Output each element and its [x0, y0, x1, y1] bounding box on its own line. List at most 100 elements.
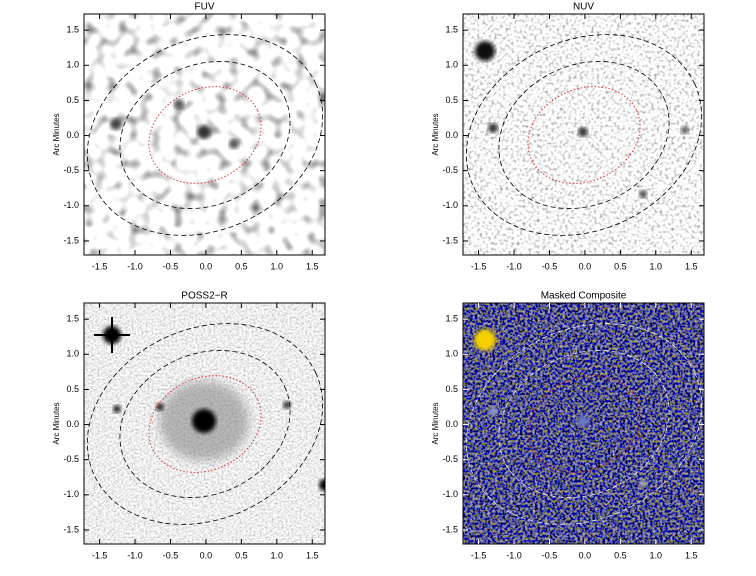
y-axis-label: Arc Minutes	[431, 402, 440, 444]
x-tick-label: 1.0	[650, 261, 663, 271]
x-tick-label: -1.5	[471, 261, 487, 271]
y-tick-label: 0.0	[66, 419, 79, 429]
inner-aperture	[498, 61, 670, 209]
y-tick-label: 0.0	[445, 130, 458, 140]
y-axis-label: Arc Minutes	[52, 113, 61, 155]
x-tick-label: 1.0	[271, 550, 284, 560]
x-tick-label: 0.5	[614, 261, 627, 271]
x-tick-label: 0.5	[235, 550, 248, 560]
panel-title: Masked Composite	[541, 291, 627, 302]
x-tick-label: 0.5	[235, 261, 248, 271]
y-tick-label: 1.5	[445, 25, 458, 35]
source	[113, 405, 121, 413]
y-tick-label: 1.0	[66, 60, 79, 70]
source	[174, 99, 184, 109]
x-tick-label: 0.5	[614, 550, 627, 560]
y-tick-label: -0.5	[442, 165, 458, 175]
source	[475, 41, 495, 61]
galaxy-aperture	[527, 86, 641, 184]
image	[463, 303, 704, 544]
x-tick-label: 1.5	[306, 261, 319, 271]
y-tick-label: 1.5	[445, 314, 458, 324]
x-tick-label: -1.0	[127, 550, 143, 560]
outer-aperture	[465, 34, 703, 236]
y-tick-label: 0.5	[66, 95, 79, 105]
x-tick-label: -0.5	[163, 550, 179, 560]
x-tick-label: 1.0	[650, 550, 663, 560]
source	[681, 126, 689, 134]
x-tick-label: 1.5	[306, 550, 319, 560]
x-tick-label: 0.0	[579, 550, 592, 560]
source	[639, 190, 647, 198]
y-tick-label: 0.0	[445, 419, 458, 429]
y-tick-label: 0.0	[66, 130, 79, 140]
x-tick-label: 1.5	[685, 550, 698, 560]
y-tick-label: 1.5	[66, 314, 79, 324]
y-tick-label: 0.5	[66, 384, 79, 394]
plot-frame	[83, 13, 326, 256]
plot-frame	[83, 302, 326, 545]
y-tick-label: -0.5	[63, 165, 79, 175]
y-tick-label: 1.0	[66, 349, 79, 359]
y-tick-label: -1.0	[442, 200, 458, 210]
panel-title: FUV	[195, 2, 215, 13]
panel: -1.5 -1.0 -0.5 0.0 0.5 1.0 1.5 -1.5 -1.0 -0.5 0.0 0…	[52, 2, 326, 271]
y-tick-label: 1.0	[445, 60, 458, 70]
source	[488, 406, 498, 416]
image	[463, 14, 704, 255]
source	[639, 479, 647, 487]
inner-aperture	[498, 350, 670, 498]
x-tick-label: 0.0	[200, 550, 213, 560]
y-tick-label: -1.5	[63, 235, 79, 245]
y-axis-label: Arc Minutes	[431, 113, 440, 155]
outer-aperture	[86, 34, 324, 236]
panel-title: POSS2−R	[181, 291, 227, 302]
x-tick-label: 0.0	[579, 261, 592, 271]
image	[84, 14, 325, 255]
y-tick-label: 1.0	[445, 349, 458, 359]
image	[84, 303, 325, 544]
y-tick-label: -1.5	[442, 524, 458, 534]
source	[319, 479, 325, 491]
x-tick-label: 1.0	[271, 261, 284, 271]
plot-frame	[462, 13, 705, 256]
panel: -1.5 -1.0 -0.5 0.0 0.5 1.0 1.5 -1.5 -1.0 -0.5 0.0 0…	[52, 291, 326, 560]
source	[110, 118, 122, 130]
y-tick-label: -0.5	[63, 454, 79, 464]
source	[578, 127, 588, 137]
y-tick-label: -1.0	[63, 489, 79, 499]
y-tick-label: 0.5	[445, 95, 458, 105]
source	[488, 123, 498, 133]
source	[474, 329, 496, 351]
source	[197, 125, 211, 139]
source	[229, 139, 239, 149]
source	[577, 415, 589, 427]
outer-aperture	[465, 323, 703, 525]
x-tick-label: -1.0	[506, 550, 522, 560]
plot-frame	[462, 302, 705, 545]
x-tick-label: 0.0	[200, 261, 213, 271]
y-tick-label: -1.0	[442, 489, 458, 499]
outer-aperture	[86, 323, 324, 525]
source	[192, 409, 216, 433]
galaxy-aperture	[148, 86, 262, 184]
y-tick-label: 1.5	[66, 25, 79, 35]
x-tick-label: -0.5	[542, 550, 558, 560]
panel: -1.5 -1.0 -0.5 0.0 0.5 1.0 1.5 -1.5 -1.0 -0.5 0.0 0…	[431, 2, 705, 271]
x-tick-label: 1.5	[685, 261, 698, 271]
panel-title: NUV	[573, 2, 594, 13]
x-tick-label: -0.5	[163, 261, 179, 271]
x-tick-label: -1.5	[471, 550, 487, 560]
source	[283, 401, 291, 409]
x-tick-label: -1.0	[127, 261, 143, 271]
x-tick-label: -1.0	[506, 261, 522, 271]
y-tick-label: -0.5	[442, 454, 458, 464]
y-tick-label: 0.5	[445, 384, 458, 394]
source	[156, 403, 164, 411]
x-tick-label: -1.5	[92, 261, 108, 271]
x-tick-label: -0.5	[542, 261, 558, 271]
y-tick-label: -1.5	[63, 524, 79, 534]
inner-aperture	[119, 350, 291, 498]
panel: -1.5 -1.0 -0.5 0.0 0.5 1.0 1.5 -1.5 -1.0 -0.5 0.0 0…	[431, 291, 705, 560]
